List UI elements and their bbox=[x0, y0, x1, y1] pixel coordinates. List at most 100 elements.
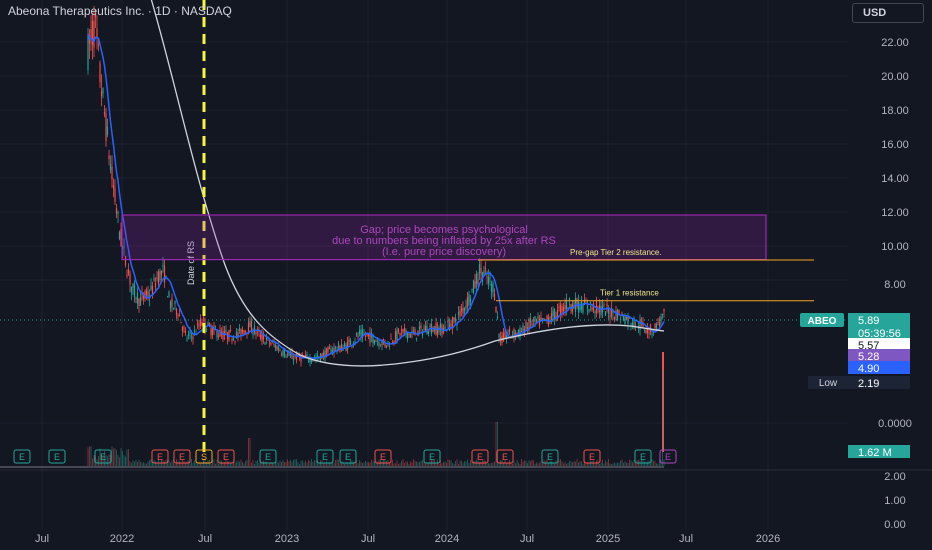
candle bbox=[375, 339, 377, 342]
volume-bar bbox=[624, 461, 626, 466]
candle-body bbox=[304, 354, 307, 357]
candle bbox=[151, 281, 154, 299]
candle-body bbox=[633, 318, 635, 328]
candle-body bbox=[642, 322, 644, 327]
volume-bar bbox=[194, 460, 195, 466]
volume-bar bbox=[405, 461, 407, 466]
candle-body bbox=[460, 308, 463, 312]
event-badge-letter: E bbox=[589, 452, 595, 462]
volume-bar bbox=[120, 448, 122, 466]
volume-bar bbox=[264, 461, 266, 466]
candle-body bbox=[133, 284, 136, 298]
volume-bar bbox=[353, 462, 354, 466]
volume-bar bbox=[198, 461, 200, 466]
candle-body bbox=[630, 325, 632, 326]
volume-bar bbox=[396, 460, 398, 466]
tier2-resistance-label: Pre-gap Tier 2 resistance. bbox=[570, 248, 662, 257]
candle bbox=[282, 348, 284, 358]
candle bbox=[285, 354, 287, 359]
candle-body bbox=[325, 348, 328, 358]
candle bbox=[559, 301, 562, 322]
candle bbox=[369, 327, 371, 347]
candle bbox=[349, 338, 352, 345]
currency-button[interactable]: USD bbox=[852, 3, 924, 23]
volume-bar bbox=[491, 462, 492, 466]
candle-body bbox=[337, 343, 340, 349]
volume-bar bbox=[408, 463, 410, 466]
volume-bar bbox=[395, 463, 396, 466]
volume-bar bbox=[357, 463, 359, 466]
volume-bar bbox=[419, 461, 420, 466]
candle bbox=[418, 320, 421, 335]
candle bbox=[247, 317, 250, 335]
volume-bar bbox=[234, 462, 236, 466]
candle-body bbox=[282, 350, 284, 356]
volume-bar bbox=[627, 463, 629, 466]
volume-bar bbox=[554, 463, 555, 466]
time-axis-tick: Jul bbox=[35, 533, 49, 545]
candle bbox=[529, 313, 532, 328]
candle bbox=[327, 346, 329, 355]
volume-bar bbox=[623, 462, 624, 466]
candle bbox=[273, 338, 275, 348]
volume-bar bbox=[113, 448, 114, 466]
volume-bar bbox=[570, 461, 572, 466]
candle-body bbox=[654, 323, 656, 328]
candle-body bbox=[264, 342, 266, 345]
candle bbox=[184, 327, 187, 336]
volume-bar bbox=[335, 459, 336, 466]
candle-body bbox=[114, 188, 116, 202]
candle bbox=[102, 87, 104, 99]
volume-bar bbox=[330, 462, 332, 466]
candle-body bbox=[171, 298, 173, 307]
candle-body bbox=[619, 318, 622, 320]
candle-body bbox=[151, 285, 154, 295]
candle bbox=[472, 279, 475, 295]
candle-body bbox=[96, 28, 98, 38]
volume-bar bbox=[446, 462, 447, 466]
candle-body bbox=[255, 332, 257, 335]
candle-body bbox=[562, 307, 565, 311]
candle-body bbox=[429, 325, 431, 327]
candle bbox=[108, 149, 110, 166]
candle-body bbox=[202, 317, 205, 319]
event-badge-frame bbox=[316, 449, 334, 464]
candle bbox=[159, 268, 161, 283]
candle-body bbox=[106, 126, 109, 135]
candle bbox=[268, 339, 271, 348]
time-axis-tick: 2026 bbox=[756, 533, 780, 545]
candle bbox=[487, 269, 490, 290]
candle-body bbox=[564, 304, 566, 310]
candle-body bbox=[448, 323, 451, 331]
volume-bar bbox=[564, 461, 566, 466]
candle-body bbox=[343, 343, 346, 347]
symbol-title[interactable]: Abeona Therapeutics Inc. · 1D · NASDAQ bbox=[8, 4, 232, 18]
volume-bar bbox=[599, 463, 600, 466]
candle bbox=[367, 333, 370, 340]
volume-bar bbox=[243, 463, 245, 466]
candle bbox=[205, 327, 208, 332]
volume-bar bbox=[119, 457, 120, 466]
candle-body bbox=[240, 328, 242, 337]
candle-body bbox=[655, 323, 658, 331]
candle-body bbox=[604, 311, 607, 316]
candle bbox=[439, 318, 442, 336]
price-label: 1.62 M bbox=[848, 445, 910, 459]
volume-bar bbox=[411, 462, 413, 466]
candle-body bbox=[624, 317, 626, 325]
volume-bar bbox=[425, 463, 426, 466]
volume-bar bbox=[191, 459, 192, 466]
candle-body bbox=[175, 309, 178, 315]
volume-bar bbox=[197, 463, 198, 466]
candle-body bbox=[321, 354, 323, 359]
candle-body bbox=[409, 333, 412, 338]
event-badge-frame bbox=[541, 449, 559, 464]
candle-body bbox=[415, 337, 418, 339]
candle-body bbox=[142, 293, 145, 300]
candle-body bbox=[645, 330, 647, 334]
candle bbox=[249, 315, 251, 328]
volume-bar bbox=[567, 463, 569, 466]
candle bbox=[160, 270, 163, 282]
